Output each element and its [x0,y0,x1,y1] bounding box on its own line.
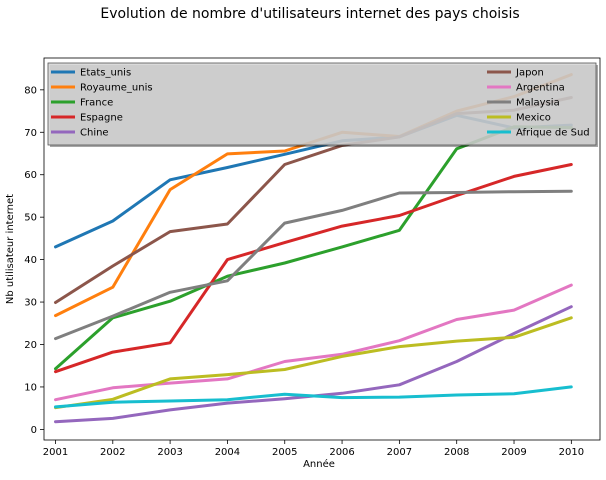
series-line-espagne [54,163,573,374]
y-tick-label-1: 10 [24,382,37,393]
x-tick-label-4: 2005 [272,447,297,458]
x-tick-label-1: 2002 [100,447,125,458]
legend-label-espagne: Espagne [80,113,123,124]
legend-label-royaume-unis: Royaume_unis [80,83,153,94]
legend-label-argentina: Argentina [516,83,565,94]
x-tick-label-9: 2010 [559,447,584,458]
y-tick-label-3: 30 [24,298,37,309]
y-tick-label-0: 0 [31,425,37,436]
legend-label-mexico: Mexico [516,113,551,124]
x-tick-label-0: 2001 [43,447,68,458]
y-tick-label-8: 80 [24,85,37,96]
legend-label-france: France [80,98,113,109]
legend: Etats_unis Royaume_unis France Espagne Chine… [47,62,598,147]
legend-label-malaysia: Malaysia [516,98,560,109]
y-tick-label-6: 60 [24,170,37,181]
legend-label-etats-unis: Etats_unis [80,68,131,79]
x-tick-label-5: 2006 [329,447,354,458]
y-tick-label-7: 70 [24,128,37,139]
legend-label-japon: Japon [515,68,544,79]
x-tick-label-3: 2004 [215,447,240,458]
x-tick-label-2: 2003 [157,447,182,458]
legend-label-chine: Chine [80,128,109,139]
x-tick-label-7: 2008 [444,447,469,458]
y-tick-label-5: 50 [24,213,37,224]
series-line-malaysia [54,189,573,341]
x-tick-label-6: 2007 [387,447,412,458]
chart-title: Evolution de nombre d'utilisateurs inter… [100,6,519,22]
legend-label-afrique-de-sud: Afrique de Sud [516,128,590,139]
y-tick-label-2: 20 [24,340,37,351]
series-line-mexico [54,316,573,410]
y-tick-label-4: 40 [24,255,37,266]
series-line-afrique-de-sud [54,385,573,409]
x-tick-label-8: 2009 [501,447,526,458]
series-line-argentina [54,283,573,402]
y-axis-label: Nb utilisateur internet [5,194,16,304]
plot-frame [43,57,601,441]
x-axis-label: Année [303,458,335,470]
